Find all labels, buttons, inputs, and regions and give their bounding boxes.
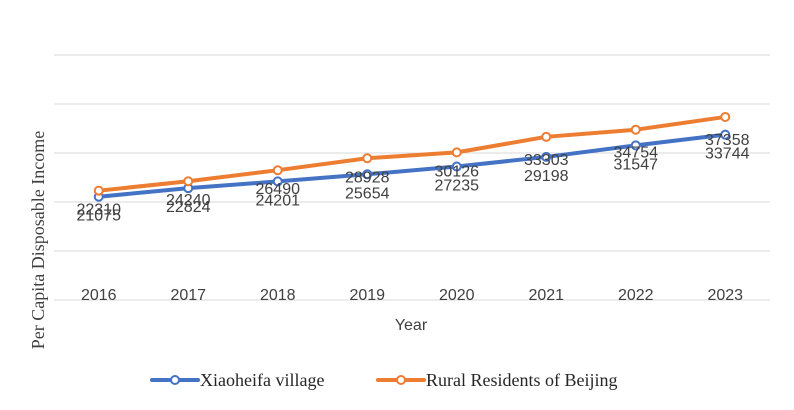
data-label: 22824 xyxy=(166,199,211,216)
legend-marker xyxy=(396,375,406,385)
series-line xyxy=(96,114,728,193)
legend: Xiaoheifa village Rural Residents of Beij… xyxy=(150,370,617,390)
x-axis-title: Year xyxy=(395,317,428,334)
data-label: 26490 xyxy=(256,181,301,198)
legend-label: Rural Residents of Beijing xyxy=(426,370,617,390)
data-point xyxy=(272,165,283,176)
data-point xyxy=(630,140,641,151)
data-label: 33744 xyxy=(705,146,750,163)
data-point xyxy=(451,161,462,172)
x-tick-label: 2016 xyxy=(81,287,117,304)
data-point xyxy=(451,147,462,158)
data-label: 29198 xyxy=(524,168,569,185)
data-point xyxy=(541,131,552,142)
data-point xyxy=(93,185,104,196)
data-label: 24201 xyxy=(256,192,301,209)
data-point xyxy=(362,153,373,164)
x-tick-label: 2021 xyxy=(528,287,564,304)
x-axis-tick-labels: 2016 2017 2018 2019 2020 2021 2022 2023 xyxy=(81,287,743,304)
data-point xyxy=(541,151,552,162)
series-line xyxy=(96,132,728,199)
data-label: 25654 xyxy=(345,185,390,202)
data-point xyxy=(720,111,731,122)
x-tick-label: 2022 xyxy=(618,287,654,304)
data-point xyxy=(183,176,194,187)
data-label: 31547 xyxy=(614,156,659,173)
data-label: 27235 xyxy=(435,178,480,195)
data-label: 22310 xyxy=(77,202,122,219)
legend-label: Xiaoheifa village xyxy=(200,370,324,390)
data-label: 24240 xyxy=(166,192,211,209)
data-label: 30126 xyxy=(435,163,480,180)
data-label: 37358 xyxy=(705,132,750,149)
series-2: 22310 24240 26490 28928 30126 33303 34754 37358 xyxy=(77,111,750,219)
legend-marker xyxy=(170,375,180,385)
series-layer: 21075 22824 24201 25654 27235 29198 31547 33744… xyxy=(77,111,750,225)
legend-item: Rural Residents of Beijing xyxy=(376,370,617,390)
data-point xyxy=(362,169,373,180)
data-label: 33303 xyxy=(524,152,569,169)
data-label: 34754 xyxy=(614,145,659,162)
x-tick-label: 2020 xyxy=(439,287,475,304)
data-point xyxy=(630,124,641,135)
data-label: 28928 xyxy=(345,169,390,186)
data-point xyxy=(720,129,731,140)
data-point xyxy=(272,176,283,187)
x-tick-label: 2018 xyxy=(260,287,296,304)
x-tick-label: 2023 xyxy=(707,287,743,304)
gridlines xyxy=(54,54,770,301)
data-label: 21075 xyxy=(77,208,122,225)
legend-item: Xiaoheifa village xyxy=(150,370,324,390)
x-tick-label: 2019 xyxy=(349,287,385,304)
y-axis-title: Per Capita Disposable Income xyxy=(28,131,48,349)
x-tick-label: 2017 xyxy=(170,287,206,304)
